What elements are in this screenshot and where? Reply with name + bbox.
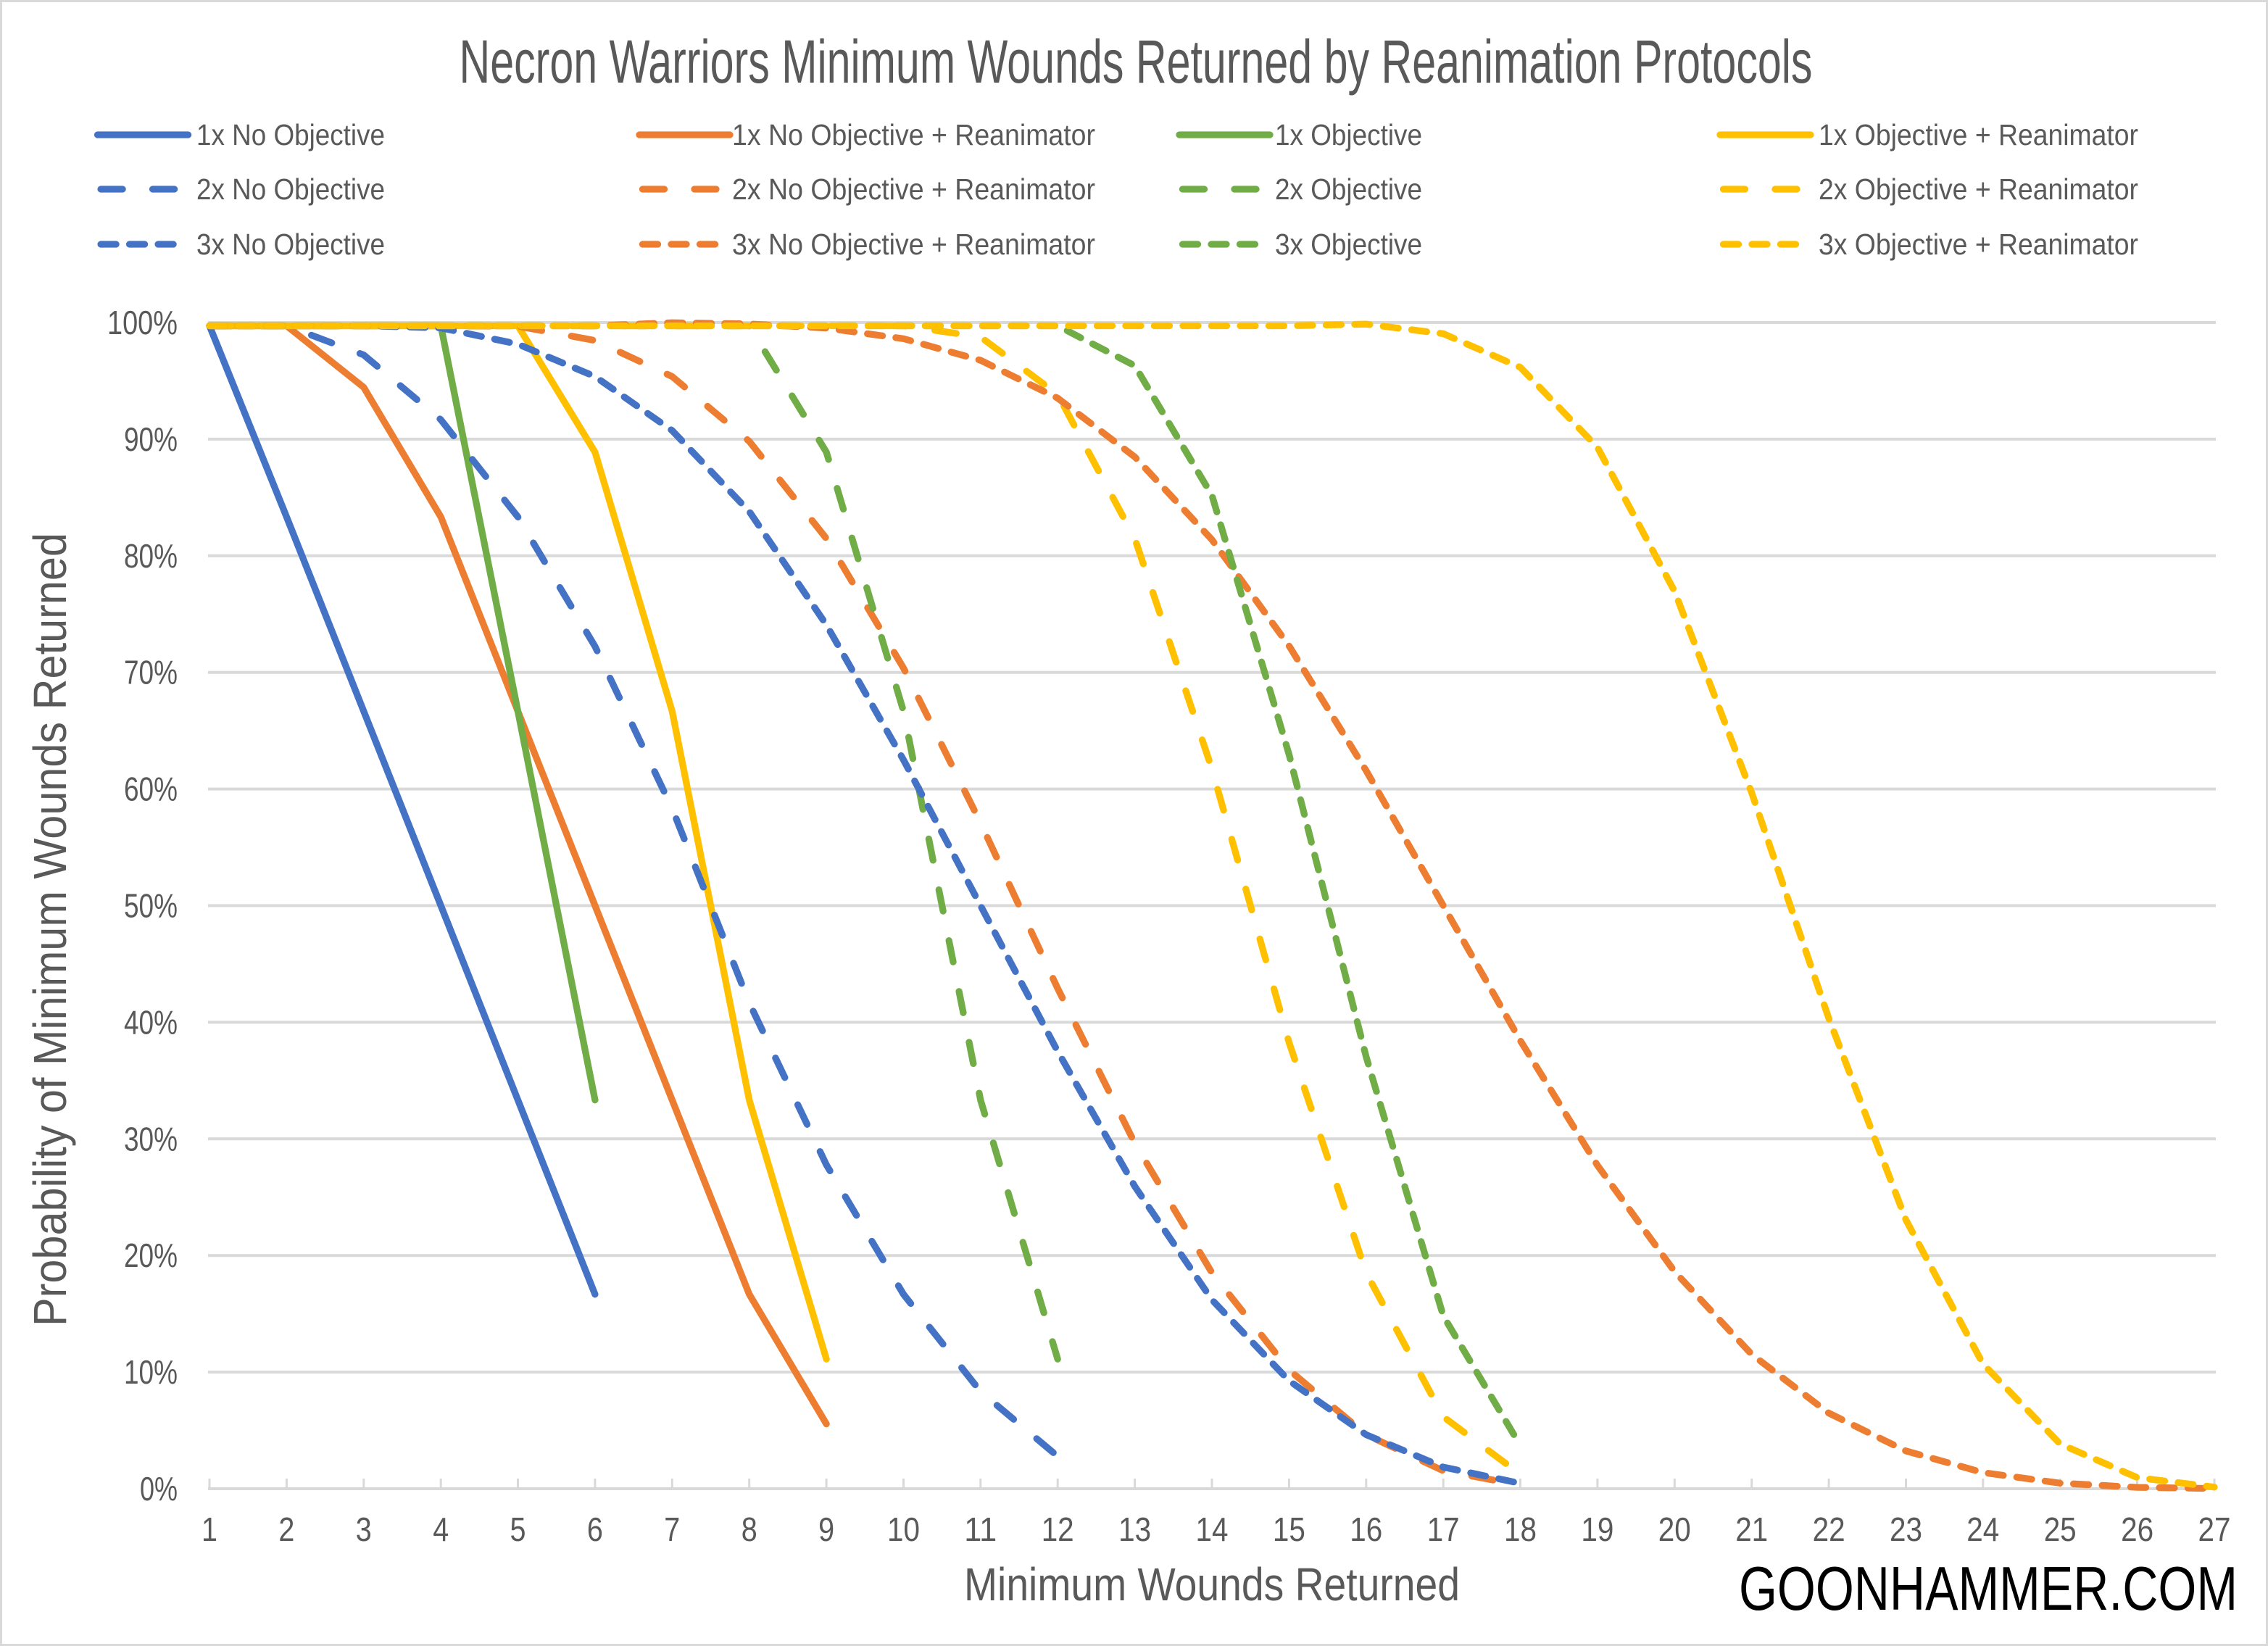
svg-text:1x No Objective + Reanimator: 1x No Objective + Reanimator xyxy=(732,118,1095,151)
svg-text:Probability of Minimum Wounds: Probability of Minimum Wounds Returned xyxy=(24,533,76,1326)
svg-text:19: 19 xyxy=(1581,1510,1613,1548)
svg-text:3x Objective: 3x Objective xyxy=(1275,228,1422,261)
svg-text:40%: 40% xyxy=(124,1003,178,1041)
svg-text:1x Objective: 1x Objective xyxy=(1275,118,1422,151)
svg-text:30%: 30% xyxy=(124,1120,178,1157)
svg-text:0%: 0% xyxy=(140,1470,178,1508)
svg-text:2x Objective + Reanimator: 2x Objective + Reanimator xyxy=(1819,173,2138,206)
svg-text:13: 13 xyxy=(1118,1510,1151,1548)
svg-text:10: 10 xyxy=(887,1510,920,1548)
svg-text:27: 27 xyxy=(2198,1510,2231,1548)
svg-text:5: 5 xyxy=(510,1510,526,1548)
svg-text:16: 16 xyxy=(1350,1510,1382,1548)
svg-text:26: 26 xyxy=(2121,1510,2153,1548)
svg-text:10%: 10% xyxy=(124,1353,178,1391)
svg-text:20: 20 xyxy=(1658,1510,1691,1548)
svg-text:3x Objective + Reanimator: 3x Objective + Reanimator xyxy=(1819,228,2138,261)
svg-text:Necron Warriors Minimum Wounds: Necron Warriors Minimum Wounds Returned … xyxy=(460,28,1813,96)
svg-text:21: 21 xyxy=(1735,1510,1768,1548)
svg-text:2: 2 xyxy=(278,1510,294,1548)
svg-text:3x No Objective: 3x No Objective xyxy=(196,228,385,261)
svg-text:18: 18 xyxy=(1504,1510,1537,1548)
svg-text:90%: 90% xyxy=(124,420,178,458)
svg-text:GOONHAMMER.COM: GOONHAMMER.COM xyxy=(1739,1555,2238,1624)
svg-text:70%: 70% xyxy=(124,654,178,691)
svg-text:3: 3 xyxy=(356,1510,372,1548)
svg-text:22: 22 xyxy=(1813,1510,1845,1548)
svg-text:11: 11 xyxy=(964,1510,997,1548)
svg-text:80%: 80% xyxy=(124,537,178,575)
svg-text:14: 14 xyxy=(1196,1510,1229,1548)
svg-text:9: 9 xyxy=(818,1510,834,1548)
svg-text:Minimum Wounds Returned: Minimum Wounds Returned xyxy=(964,1558,1460,1610)
svg-text:2x No Objective: 2x No Objective xyxy=(196,173,385,206)
svg-text:7: 7 xyxy=(664,1510,680,1548)
svg-text:2x Objective: 2x Objective xyxy=(1275,173,1422,206)
svg-text:2x No Objective + Reanimator: 2x No Objective + Reanimator xyxy=(732,173,1095,206)
svg-text:8: 8 xyxy=(742,1510,757,1548)
svg-text:25: 25 xyxy=(2044,1510,2077,1548)
svg-text:100%: 100% xyxy=(107,304,178,341)
svg-text:24: 24 xyxy=(1966,1510,1999,1548)
svg-text:50%: 50% xyxy=(124,887,178,925)
svg-text:6: 6 xyxy=(587,1510,603,1548)
svg-text:20%: 20% xyxy=(124,1236,178,1274)
svg-text:17: 17 xyxy=(1427,1510,1460,1548)
svg-text:3x No Objective + Reanimator: 3x No Objective + Reanimator xyxy=(732,228,1095,261)
svg-text:15: 15 xyxy=(1273,1510,1305,1548)
svg-text:60%: 60% xyxy=(124,770,178,808)
svg-text:4: 4 xyxy=(433,1510,449,1548)
svg-text:1: 1 xyxy=(202,1510,217,1548)
svg-text:1x No Objective: 1x No Objective xyxy=(196,118,385,151)
svg-text:23: 23 xyxy=(1890,1510,1922,1548)
svg-text:1x Objective + Reanimator: 1x Objective + Reanimator xyxy=(1819,118,2138,151)
svg-text:12: 12 xyxy=(1042,1510,1074,1548)
